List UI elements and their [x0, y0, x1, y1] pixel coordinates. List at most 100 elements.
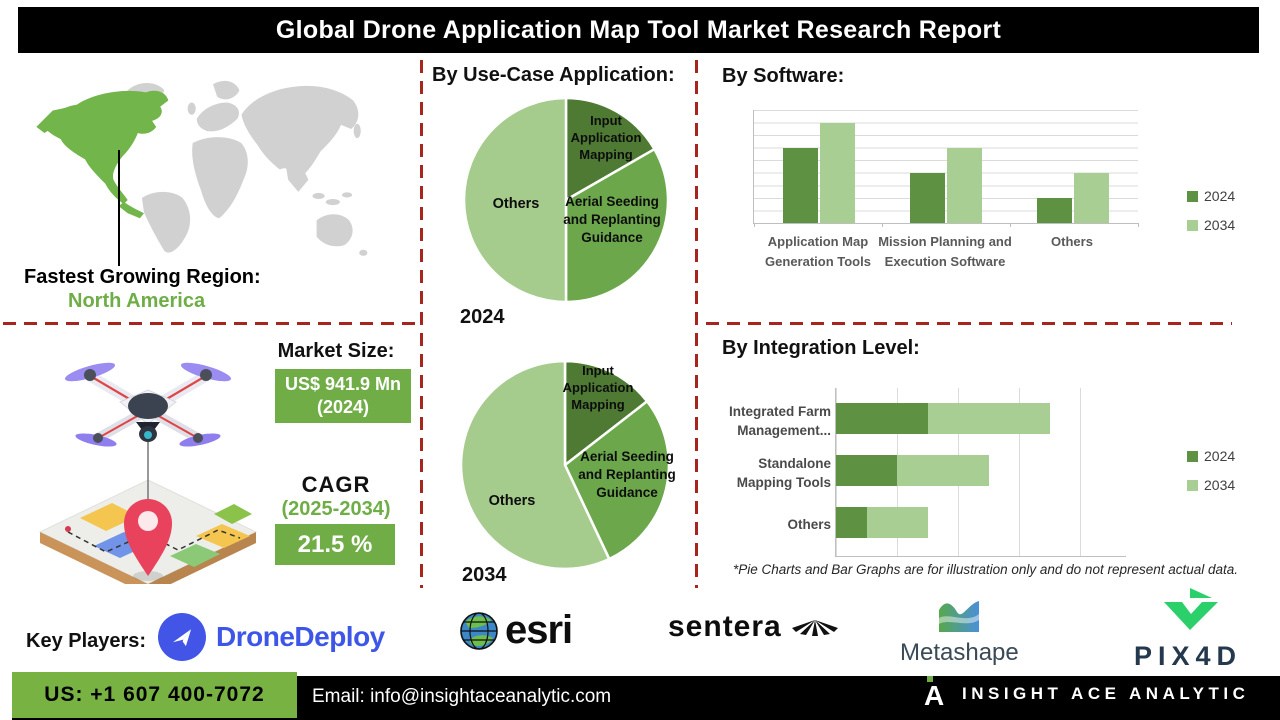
footer-phone: US: +1 607 400-7072: [12, 672, 297, 718]
footer-email: Email: info@insightaceanalytic.com: [312, 686, 612, 707]
logo-green-square: [927, 676, 933, 682]
legend-swatch-2024: [1187, 450, 1198, 462]
title-bar: Global Drone Application Map Tool Market…: [18, 7, 1259, 53]
island-2: [325, 199, 340, 206]
integration-chart-section: By Integration Level: Integrated Farm Ma…: [705, 330, 1280, 590]
segment-2024-2: [836, 507, 867, 538]
island-uk: [187, 102, 196, 115]
region-central-america: [118, 202, 144, 219]
location-pin: [124, 499, 172, 576]
segment-2024-0: [836, 403, 928, 434]
divider-vertical-left: [420, 60, 423, 588]
divider-horizontal-right: [706, 322, 1232, 325]
dronedeploy-icon: [158, 613, 206, 661]
continent-australia: [316, 214, 353, 247]
pie-chart-2024: Input Application Mapping Aerial Seeding…: [461, 95, 671, 305]
bar-2034-2: [1074, 172, 1109, 223]
pie-2024-label-aerial: Aerial Seeding and Replanting Guidance: [563, 194, 661, 245]
legend-label-2024: 2024: [1204, 448, 1236, 464]
bar-2024-2: [1037, 197, 1072, 223]
region-north-america: [44, 90, 169, 205]
pie-2034-year: 2034: [462, 564, 507, 586]
integration-bar-plot: [835, 388, 1126, 557]
legend-item-2034: 2034: [1187, 477, 1235, 493]
legend-label-2024: 2024: [1204, 188, 1236, 204]
software-chart-section: By Software: Application Map Generation …: [705, 60, 1280, 322]
sentera-fan-icon: [792, 620, 839, 636]
pie-2024-svg: [462, 96, 670, 304]
legend-item-2024: 2024: [1187, 448, 1235, 464]
pix4d-icon: [1164, 588, 1218, 630]
island-japan: [353, 123, 361, 139]
metashape-icon: [939, 601, 980, 632]
region-alaska: [36, 106, 73, 134]
bar-2024-0: [783, 147, 818, 223]
island-1: [312, 192, 325, 200]
metashape-wordmark: Metashape: [900, 639, 1019, 666]
pie-2034-label-others: Others: [488, 493, 536, 509]
world-map: [36, 80, 368, 256]
island-3: [341, 192, 353, 198]
insight-ace-logo-icon: A: [924, 676, 946, 712]
dronedeploy-wordmark: DroneDeploy: [216, 621, 385, 652]
logo-pix4d: PIX4D: [1118, 588, 1258, 670]
divider-horizontal-left: [3, 322, 417, 325]
pie-2024-year: 2024: [460, 306, 505, 328]
integration-section-title: By Integration Level:: [722, 337, 920, 359]
legend-label-2034: 2034: [1204, 217, 1236, 233]
esri-globe-icon: [460, 612, 498, 650]
logo-esri: esri: [457, 608, 573, 652]
software-bar-plot: [753, 110, 1139, 227]
usecase-section-title: By Use-Case Application:: [432, 64, 675, 86]
esri-wordmark: esri: [505, 608, 573, 652]
paper-plane-icon: [172, 629, 192, 647]
disclaimer-note: *Pie Charts and Bar Graphs are for illus…: [733, 562, 1239, 577]
brand-name: INSIGHT ACE ANALYTIC: [962, 684, 1250, 703]
drone: [64, 362, 232, 447]
integration-category-2: Others: [787, 517, 831, 532]
legend-item-2034: 2034: [1187, 217, 1235, 233]
market-size-label: Market Size:: [277, 340, 395, 362]
bar-2034-1: [947, 147, 982, 223]
logo-sentera: sentera: [668, 612, 844, 642]
continent-asia: [241, 85, 359, 178]
continent-scandinavia: [213, 80, 240, 100]
continent-africa: [192, 137, 248, 219]
map-callout-line: [118, 150, 120, 266]
continent-south-america: [141, 191, 191, 253]
cagr-period: (2025-2034): [281, 498, 391, 520]
bar-2024-1: [910, 172, 945, 223]
logo-metashape: Metashape: [900, 598, 1019, 665]
pix4d-wordmark: PIX4D: [1133, 641, 1243, 671]
brand-lockup: A INSIGHT ACE ANALYTIC: [924, 676, 1249, 712]
legend-item-2024: 2024: [1187, 188, 1235, 204]
pie-2034-label-aerial: Aerial Seeding and Replanting Guidance: [578, 449, 676, 500]
divider-vertical-right: [695, 60, 698, 588]
software-legend: 2024 2034: [1187, 188, 1235, 246]
subcontinent-india: [286, 163, 309, 192]
segment-2034-1: [897, 455, 989, 486]
sentera-wordmark: sentera: [668, 610, 782, 643]
integration-legend: 2024 2034: [1187, 448, 1235, 506]
bar-2034-0: [820, 122, 855, 223]
legend-swatch-2024: [1187, 190, 1198, 202]
cagr-value: 21.5 %: [275, 524, 395, 565]
software-category-1: Mission Planning and Execution Software: [878, 234, 1012, 269]
legend-swatch-2034: [1187, 219, 1198, 231]
pie-chart-2034: Input Application Mapping Aerial Seeding…: [458, 358, 676, 572]
segment-2034-0: [927, 403, 1050, 434]
pie-2024-label-others: Others: [492, 196, 540, 212]
continent-europe: [196, 102, 239, 132]
integration-category-0: Integrated Farm Management...: [728, 404, 831, 438]
logo-dronedeploy: DroneDeploy: [158, 613, 385, 661]
market-size-value: US$ 941.9 Mn (2024): [275, 369, 411, 423]
pie-2024-label-input: Input Application Mapping: [570, 113, 642, 163]
fastest-region-value: North America: [68, 290, 206, 312]
software-category-2: Others: [1051, 234, 1093, 249]
software-section-title: By Software:: [722, 65, 845, 87]
legend-swatch-2034: [1187, 479, 1198, 491]
pie-2034-label-input: Input Application Mapping: [562, 363, 634, 413]
software-category-0: Application Map Generation Tools: [765, 234, 871, 269]
cagr-label: CAGR: [301, 472, 371, 497]
